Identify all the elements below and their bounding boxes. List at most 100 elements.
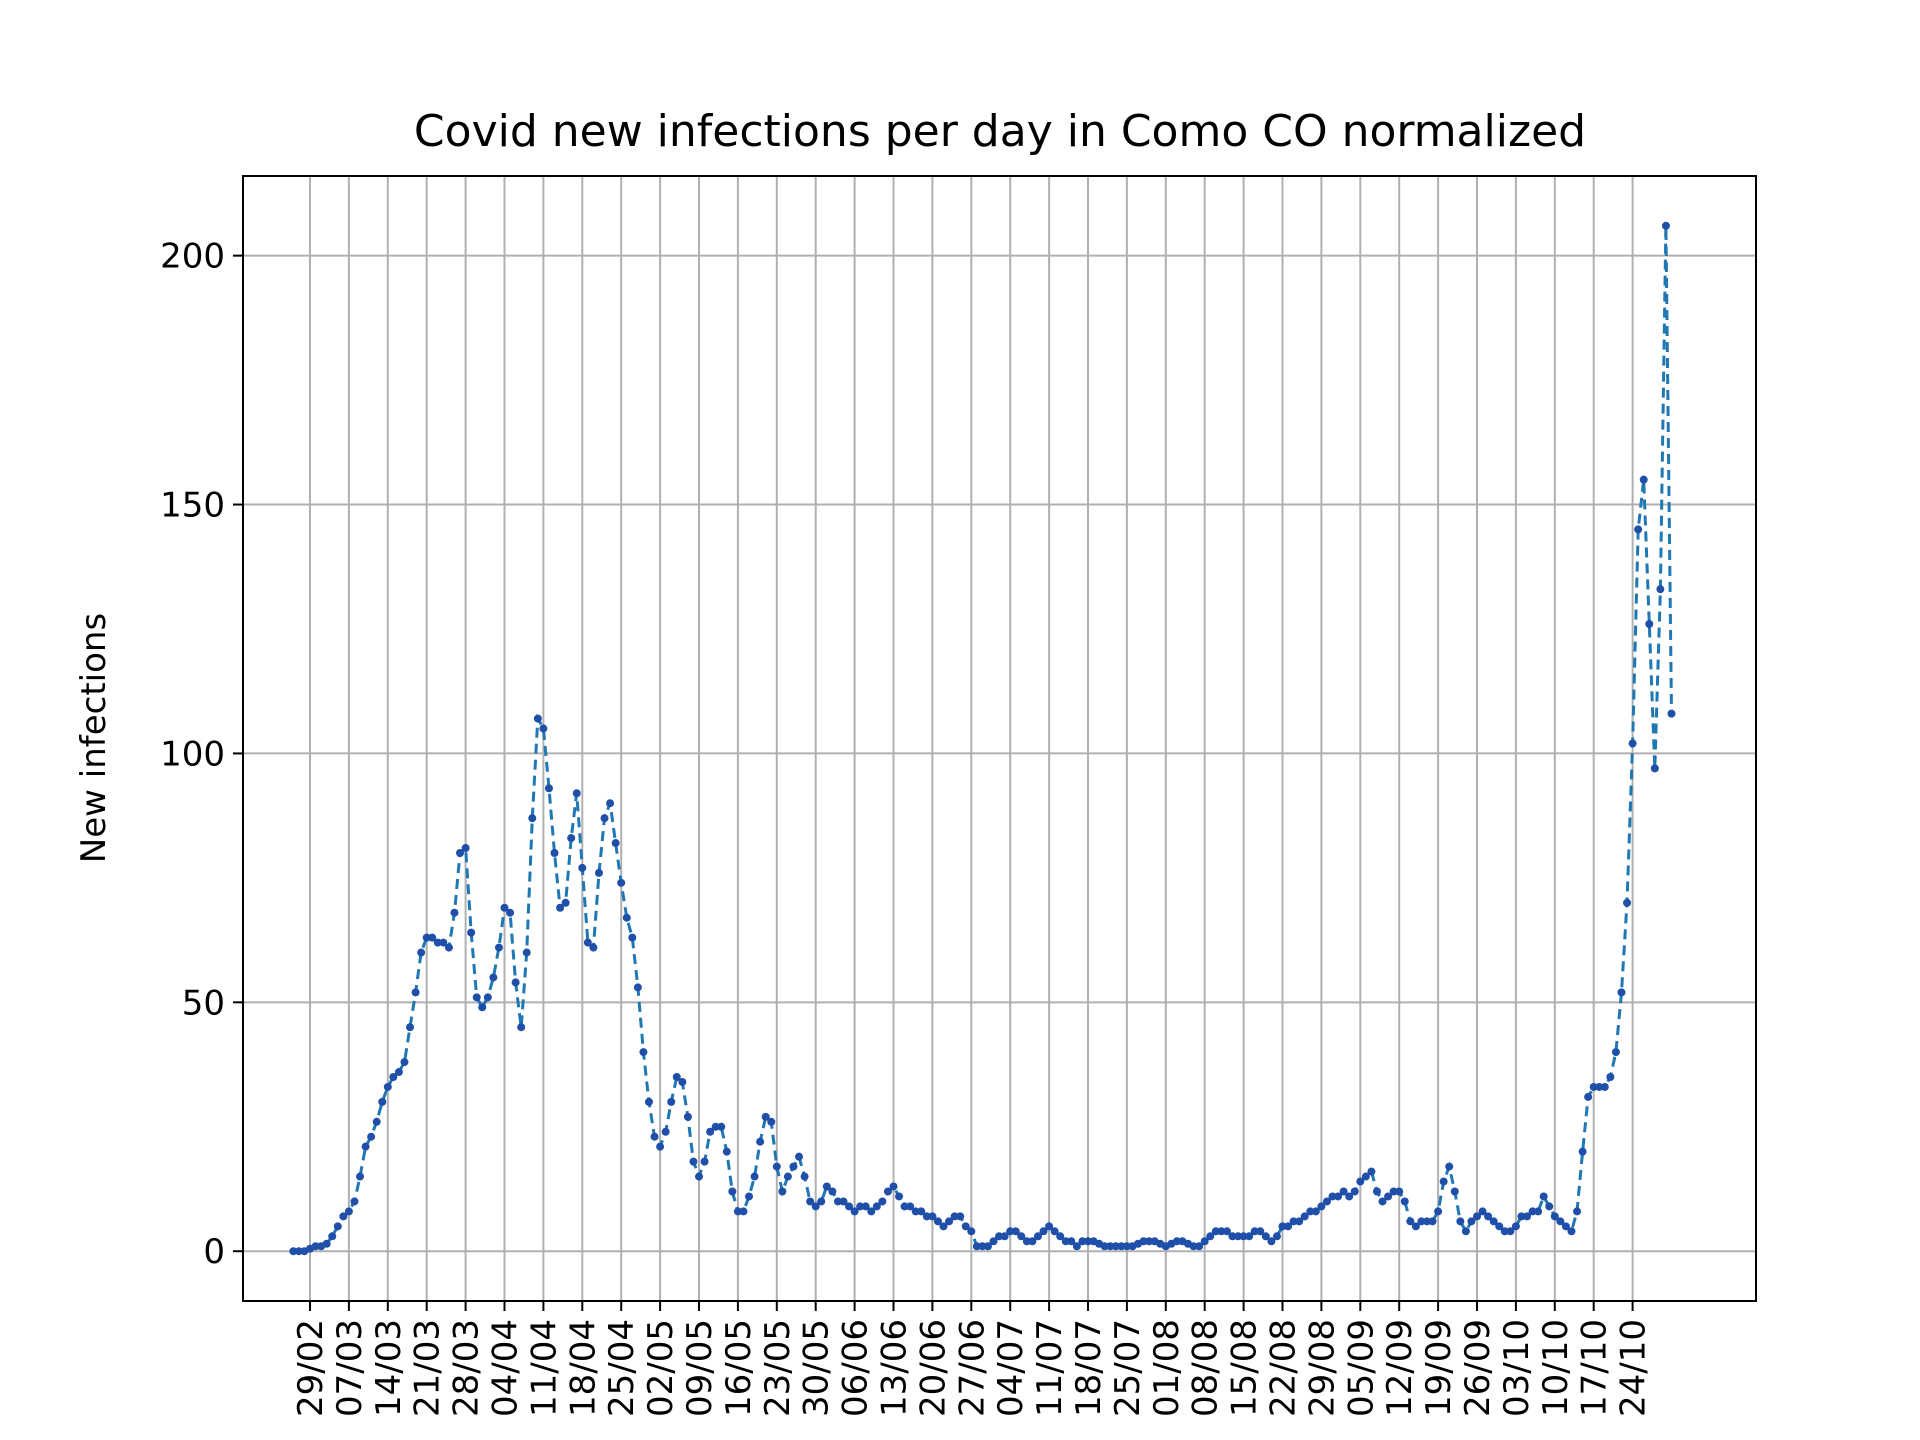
data-point bbox=[1217, 1227, 1226, 1236]
data-point bbox=[772, 1162, 781, 1171]
data-point bbox=[945, 1217, 954, 1226]
data-point bbox=[1434, 1207, 1443, 1216]
data-point bbox=[1617, 988, 1626, 997]
data-point bbox=[1189, 1242, 1198, 1251]
data-point bbox=[589, 943, 598, 952]
data-point bbox=[1567, 1227, 1576, 1236]
data-point bbox=[472, 993, 481, 1002]
data-point bbox=[1239, 1232, 1248, 1241]
x-tick-label: 29/08 bbox=[1302, 1319, 1342, 1417]
x-tick-label: 13/06 bbox=[875, 1319, 915, 1417]
data-point bbox=[594, 868, 603, 877]
data-point bbox=[722, 1147, 731, 1156]
data-point bbox=[383, 1082, 392, 1091]
data-point bbox=[561, 898, 570, 907]
data-point bbox=[606, 799, 615, 808]
data-point bbox=[817, 1197, 826, 1206]
data-point bbox=[1473, 1212, 1481, 1221]
data-point bbox=[439, 938, 448, 947]
data-point bbox=[1106, 1242, 1115, 1251]
data-point bbox=[433, 938, 442, 947]
data-point bbox=[517, 1023, 526, 1032]
data-point bbox=[411, 988, 420, 997]
data-point bbox=[428, 933, 437, 942]
data-point bbox=[344, 1207, 353, 1216]
data-point bbox=[628, 933, 637, 942]
data-point bbox=[672, 1072, 681, 1081]
data-point bbox=[1456, 1217, 1465, 1226]
data-point bbox=[1445, 1162, 1454, 1171]
data-point bbox=[795, 1152, 804, 1161]
data-point bbox=[895, 1192, 904, 1201]
data-point bbox=[1650, 764, 1659, 773]
data-point bbox=[828, 1187, 837, 1196]
x-tick-label: 12/09 bbox=[1380, 1319, 1420, 1417]
data-point bbox=[1417, 1217, 1426, 1226]
x-tick-label: 06/06 bbox=[836, 1319, 876, 1417]
data-point bbox=[1295, 1217, 1304, 1226]
data-point bbox=[1550, 1212, 1559, 1221]
data-point bbox=[1667, 709, 1676, 718]
data-point bbox=[861, 1202, 870, 1211]
data-point bbox=[1595, 1082, 1604, 1091]
data-point bbox=[667, 1097, 676, 1106]
data-point bbox=[1372, 1187, 1381, 1196]
data-point bbox=[311, 1242, 320, 1251]
data-point bbox=[339, 1212, 348, 1221]
data-point bbox=[889, 1182, 898, 1191]
data-point bbox=[522, 948, 531, 957]
data-point bbox=[1067, 1237, 1076, 1246]
x-tick-label: 25/04 bbox=[602, 1319, 642, 1417]
data-point bbox=[995, 1232, 1004, 1241]
x-tick-label: 16/05 bbox=[719, 1319, 759, 1417]
data-point bbox=[1017, 1232, 1026, 1241]
data-point bbox=[1345, 1192, 1354, 1201]
data-point bbox=[1039, 1227, 1048, 1236]
data-point bbox=[683, 1112, 692, 1121]
data-point bbox=[1539, 1192, 1548, 1201]
data-point bbox=[639, 1048, 648, 1057]
data-point bbox=[1006, 1227, 1015, 1236]
data-point bbox=[1484, 1212, 1493, 1221]
data-point bbox=[1261, 1232, 1270, 1241]
data-point bbox=[878, 1197, 887, 1206]
data-point bbox=[500, 903, 509, 912]
y-tick-label: 200 bbox=[160, 237, 225, 277]
data-point bbox=[1028, 1237, 1037, 1246]
chart-title: Covid new infections per day in Como CO … bbox=[414, 106, 1586, 157]
data-point bbox=[978, 1242, 987, 1251]
data-point bbox=[733, 1207, 742, 1216]
data-point bbox=[1172, 1237, 1181, 1246]
data-point bbox=[750, 1172, 759, 1181]
data-point bbox=[745, 1192, 754, 1201]
data-point bbox=[1495, 1222, 1504, 1231]
data-point bbox=[1523, 1212, 1532, 1221]
data-point bbox=[611, 839, 620, 848]
data-point bbox=[467, 928, 476, 937]
data-point bbox=[756, 1137, 765, 1146]
data-point bbox=[867, 1207, 876, 1216]
data-point bbox=[356, 1172, 365, 1181]
data-point bbox=[400, 1058, 409, 1067]
data-point bbox=[322, 1239, 331, 1248]
data-point bbox=[478, 1003, 487, 1012]
data-point bbox=[1584, 1092, 1593, 1101]
data-point bbox=[617, 878, 626, 887]
data-point bbox=[1356, 1177, 1365, 1186]
data-point bbox=[1406, 1217, 1415, 1226]
x-tick-label: 10/10 bbox=[1536, 1319, 1576, 1417]
data-point bbox=[767, 1117, 776, 1126]
data-point bbox=[1611, 1048, 1620, 1057]
data-point bbox=[1111, 1242, 1120, 1251]
data-point bbox=[822, 1182, 831, 1191]
data-point bbox=[1339, 1187, 1348, 1196]
series-markers bbox=[289, 221, 1676, 1256]
data-point bbox=[1573, 1207, 1582, 1216]
data-point bbox=[1384, 1192, 1393, 1201]
data-point bbox=[661, 1127, 670, 1136]
data-point bbox=[961, 1222, 970, 1231]
data-point bbox=[717, 1122, 726, 1131]
data-point bbox=[378, 1097, 387, 1106]
data-point bbox=[1322, 1197, 1331, 1206]
y-tick-label: 150 bbox=[160, 486, 225, 526]
